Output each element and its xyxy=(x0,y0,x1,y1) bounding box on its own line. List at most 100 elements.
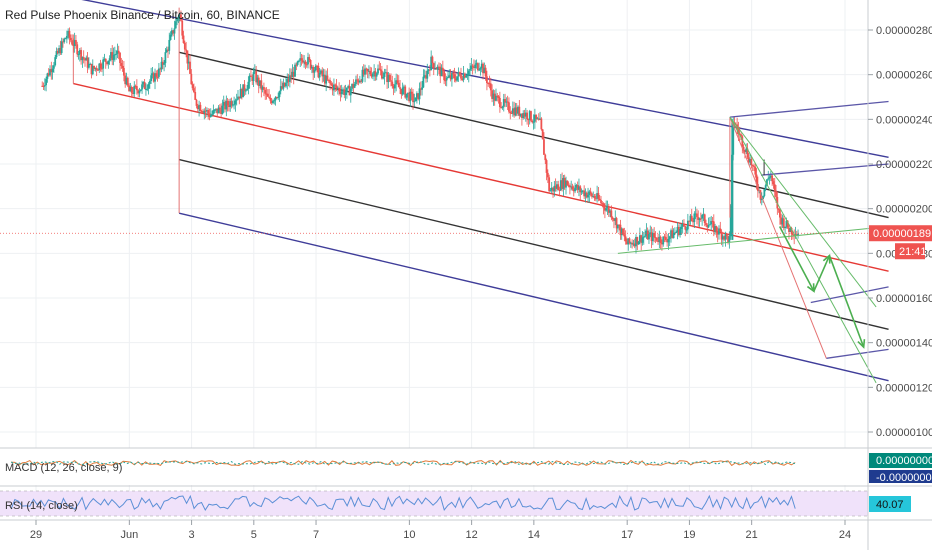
candle-body xyxy=(352,84,355,88)
candle-body xyxy=(327,79,330,81)
candle-body xyxy=(128,85,130,92)
rsi-pane[interactable]: RSI (14, close) xyxy=(0,485,932,517)
candle-body xyxy=(544,154,547,161)
candle-body xyxy=(301,60,304,63)
candle-body xyxy=(285,82,287,87)
time-axis[interactable]: 29 Jun 3 5 7 10 12 14 17 19 21 24 xyxy=(30,520,851,541)
candle-body xyxy=(426,70,429,79)
candle-body xyxy=(132,92,134,94)
candle-body xyxy=(718,228,720,235)
candle-body xyxy=(651,233,654,242)
forecast-arrow xyxy=(828,255,865,348)
candle-body xyxy=(230,101,233,106)
candle-body xyxy=(568,185,571,188)
candle-body xyxy=(505,101,508,103)
grid-lines xyxy=(0,0,868,520)
price-axis[interactable]: 0.00000280 0.00000260 0.00000240 0.00000220… xyxy=(868,25,932,439)
candle-body xyxy=(239,89,242,99)
candle-body xyxy=(235,99,238,101)
candle-body xyxy=(596,193,599,199)
candle-body xyxy=(727,236,729,243)
candle-body xyxy=(618,224,621,226)
candle-body xyxy=(390,80,392,82)
candle-body xyxy=(591,193,593,197)
candle-body xyxy=(646,230,649,240)
candle-body xyxy=(514,107,517,116)
candle-body xyxy=(645,230,648,236)
candle-body xyxy=(263,86,265,90)
candle-body xyxy=(425,75,427,79)
candle-body xyxy=(396,80,399,83)
candle-body xyxy=(476,63,479,71)
candle-body xyxy=(668,236,671,239)
time-tick-label: 29 xyxy=(30,529,42,541)
candle-body xyxy=(93,65,95,69)
candle-body xyxy=(463,73,466,78)
candle-body xyxy=(543,139,545,155)
candle-body xyxy=(658,236,661,243)
candle-body xyxy=(334,84,337,86)
candle-body xyxy=(229,101,232,107)
candle-body xyxy=(517,106,519,114)
candle-body xyxy=(108,58,111,61)
candle-body xyxy=(388,75,391,81)
candle-body xyxy=(333,84,335,91)
candle-body xyxy=(277,97,280,99)
candle-body xyxy=(679,228,681,235)
candle-body xyxy=(283,82,286,87)
candle-body xyxy=(703,214,706,224)
candle-body xyxy=(688,220,691,222)
candle-body xyxy=(724,233,727,240)
candle-body xyxy=(720,231,723,240)
candle-body xyxy=(786,220,789,228)
candle-body xyxy=(552,187,554,192)
candle-body xyxy=(89,63,92,65)
candle-body xyxy=(393,84,396,89)
candle-body xyxy=(268,96,271,98)
candle-body xyxy=(558,190,561,192)
candle-body xyxy=(462,73,465,81)
candle-body xyxy=(85,57,88,61)
candle-body xyxy=(760,198,763,200)
candle-body xyxy=(729,205,732,237)
candle-body xyxy=(579,186,582,193)
candle-body xyxy=(610,210,613,218)
candle-body xyxy=(698,218,701,220)
candle-body xyxy=(261,86,264,90)
candle-body xyxy=(270,100,273,104)
candle-body xyxy=(133,85,136,94)
candle-body xyxy=(164,52,167,64)
candle-body xyxy=(781,218,784,225)
candle-body xyxy=(451,73,453,80)
candle-body xyxy=(273,100,276,102)
candle-body xyxy=(531,120,534,123)
macd-pane[interactable]: MACD (12, 26, close, 9) xyxy=(0,447,932,485)
candle-body xyxy=(657,240,659,243)
candle-body xyxy=(339,91,342,95)
candle-body xyxy=(286,78,289,83)
candle-body xyxy=(313,70,316,73)
last-price-value: 0.00000189 xyxy=(873,228,931,240)
candle-body xyxy=(583,190,586,197)
candle-body xyxy=(369,70,372,75)
candle-body xyxy=(247,81,250,89)
candle-body xyxy=(193,88,195,92)
candle-body xyxy=(441,67,444,71)
candle-body xyxy=(508,102,510,112)
candle-body xyxy=(562,177,565,189)
candle-body xyxy=(321,70,324,77)
candle-body xyxy=(317,65,320,78)
candle-body xyxy=(246,88,248,91)
candle-body xyxy=(632,243,635,245)
candle-body xyxy=(278,91,281,98)
candle-body xyxy=(540,118,543,130)
candle-body xyxy=(304,61,307,65)
candle-body xyxy=(338,87,341,92)
candle-body xyxy=(138,90,141,94)
candle-body xyxy=(137,90,140,94)
candle-body xyxy=(130,86,133,93)
candle-body xyxy=(331,84,334,91)
candle-body xyxy=(300,58,303,61)
candle-body xyxy=(623,234,626,237)
